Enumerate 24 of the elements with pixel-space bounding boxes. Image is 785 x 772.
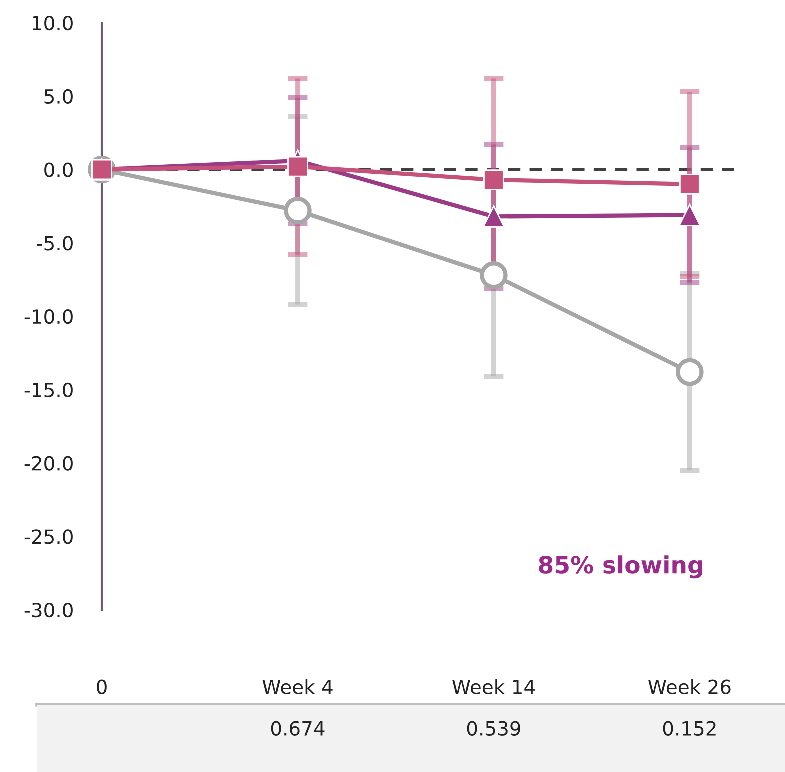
text: 0.539 — [467, 721, 520, 736]
x-tick-label: Week 14 — [452, 679, 535, 694]
y-tick-label: -5.0 — [37, 236, 73, 251]
x-tick-label: Week 4 — [262, 679, 333, 694]
y-tick-label: -10.0 — [24, 309, 73, 324]
point — [484, 170, 504, 190]
y-tick-label: -20.0 — [24, 456, 73, 471]
point — [480, 262, 508, 290]
y-tick-label: 10.0 — [33, 16, 73, 31]
x-tick-label: Week 26 — [648, 679, 731, 694]
text: 0.152 — [663, 721, 716, 736]
y-tick-label: 0.0 — [44, 162, 73, 178]
y-tick-label: -25.0 — [24, 530, 73, 544]
point — [284, 196, 312, 225]
point — [676, 358, 704, 386]
point — [482, 206, 506, 228]
point — [678, 204, 702, 226]
annotation: 85% slowing — [539, 556, 702, 579]
y-tick-label: -30.0 — [24, 602, 73, 618]
y-tick-label: 5.0 — [44, 89, 73, 104]
point — [680, 174, 700, 195]
x-tick-label: 0 — [97, 680, 107, 694]
text: 0.674 — [271, 721, 325, 736]
y-tick-label: -15.0 — [24, 382, 73, 398]
